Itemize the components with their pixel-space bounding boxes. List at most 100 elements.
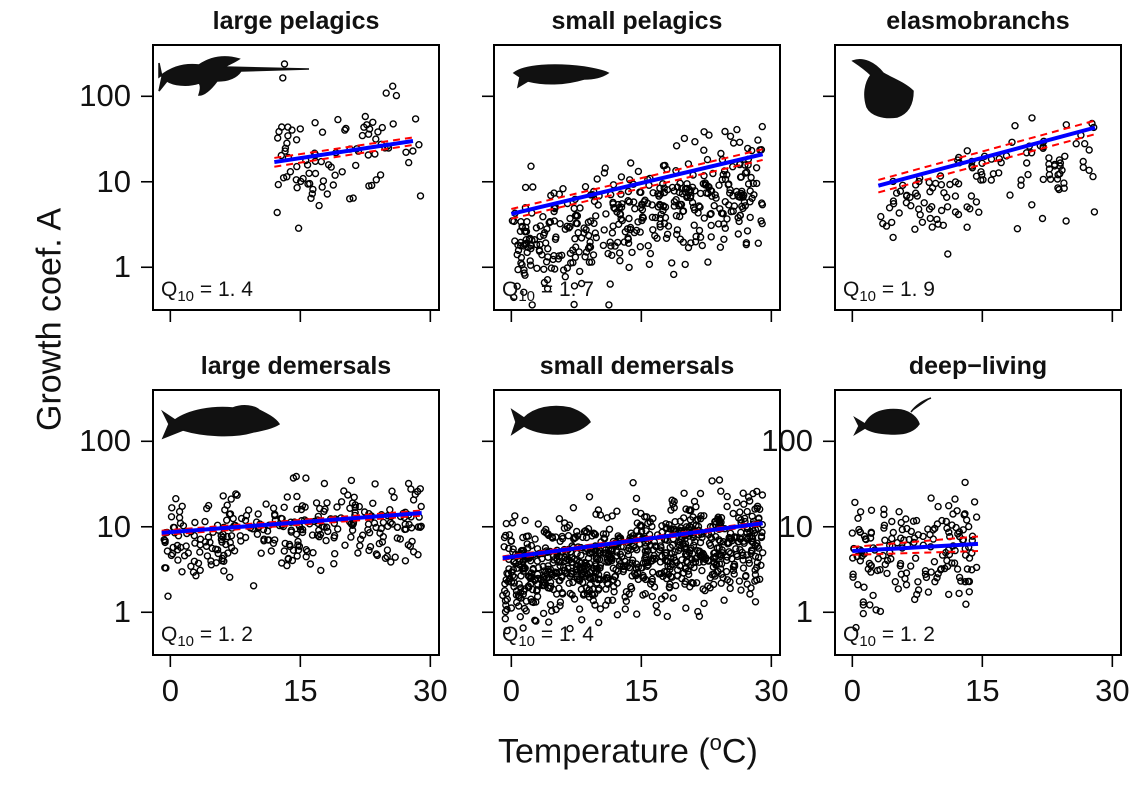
data-point (676, 212, 684, 221)
data-point (540, 265, 548, 273)
data-point (745, 559, 753, 567)
data-point (753, 487, 761, 496)
data-point (566, 589, 574, 598)
data-point (411, 490, 419, 499)
data-point (187, 562, 195, 570)
q10-label: Q10 = 1. 9 (843, 278, 935, 305)
data-point (705, 131, 713, 139)
data-point (680, 489, 688, 497)
data-point (859, 598, 867, 606)
data-point (695, 612, 704, 620)
data-point (591, 229, 599, 237)
data-point (889, 233, 897, 242)
data-point (372, 176, 380, 184)
data-point (288, 556, 297, 565)
data-point (541, 572, 549, 580)
data-point (233, 491, 241, 499)
data-point (959, 526, 967, 534)
flatfish-icon-shape (510, 405, 591, 436)
data-point (526, 261, 535, 269)
data-point (1013, 224, 1022, 233)
data-point (625, 214, 633, 223)
data-point (402, 148, 410, 157)
data-point (551, 265, 559, 273)
data-point (719, 170, 727, 179)
data-point (876, 607, 885, 616)
data-point (567, 259, 575, 267)
data-point (366, 543, 375, 551)
data-point (302, 553, 310, 561)
data-point (704, 258, 712, 266)
data-point (651, 213, 660, 222)
data-point (894, 585, 902, 593)
data-point (292, 176, 300, 184)
data-point (696, 203, 704, 211)
data-point (729, 566, 738, 575)
data-point (957, 577, 965, 585)
data-point (338, 168, 346, 176)
data-point (911, 595, 919, 604)
data-point (630, 569, 639, 577)
data-point (682, 544, 690, 552)
data-point (1027, 149, 1036, 157)
data-point (730, 202, 739, 210)
data-point (237, 537, 245, 545)
data-point (546, 601, 555, 609)
data-point (734, 230, 742, 238)
data-point (634, 563, 642, 571)
data-point (751, 570, 760, 579)
data-point (305, 169, 313, 178)
data-point (646, 249, 655, 258)
y-tick-label: 100 (761, 423, 813, 459)
data-point (712, 561, 720, 569)
data-point (643, 558, 652, 567)
data-point (365, 529, 374, 537)
x-tick-label: 30 (413, 673, 448, 708)
data-point (379, 518, 388, 527)
data-point (273, 208, 281, 217)
x-tick-label: 0 (161, 673, 179, 708)
data-point (337, 498, 346, 506)
data-point (961, 578, 969, 586)
data-point (734, 538, 742, 546)
data-point (682, 505, 690, 513)
data-point (978, 170, 986, 179)
data-point (933, 520, 942, 528)
flatfish-icon (510, 405, 591, 436)
data-point (583, 528, 591, 536)
data-point (622, 597, 630, 605)
data-point (680, 514, 688, 522)
data-point (613, 507, 621, 515)
data-point (602, 210, 610, 218)
data-point (514, 265, 522, 274)
data-point (528, 301, 536, 309)
data-point (963, 223, 971, 231)
data-point (889, 528, 897, 537)
data-point (631, 204, 639, 213)
data-point (695, 226, 704, 235)
data-point (1053, 175, 1062, 183)
data-point (625, 198, 634, 206)
data-point (736, 508, 744, 516)
data-point (1056, 159, 1065, 167)
x-tick-label: 30 (754, 673, 789, 708)
data-point (638, 205, 647, 214)
data-point (581, 182, 590, 191)
data-point (274, 180, 282, 189)
data-point (604, 249, 612, 258)
data-point (168, 504, 176, 512)
data-point (641, 196, 649, 204)
data-point (333, 503, 341, 511)
data-point (745, 556, 753, 564)
data-point (601, 575, 609, 584)
data-point (654, 203, 662, 211)
data-point (374, 128, 382, 136)
data-point (573, 219, 581, 228)
data-point (378, 123, 386, 132)
data-point (736, 173, 745, 181)
data-point (365, 546, 373, 555)
data-point (721, 197, 729, 206)
data-point (733, 533, 741, 542)
data-point (257, 549, 265, 557)
data-point (540, 231, 548, 239)
